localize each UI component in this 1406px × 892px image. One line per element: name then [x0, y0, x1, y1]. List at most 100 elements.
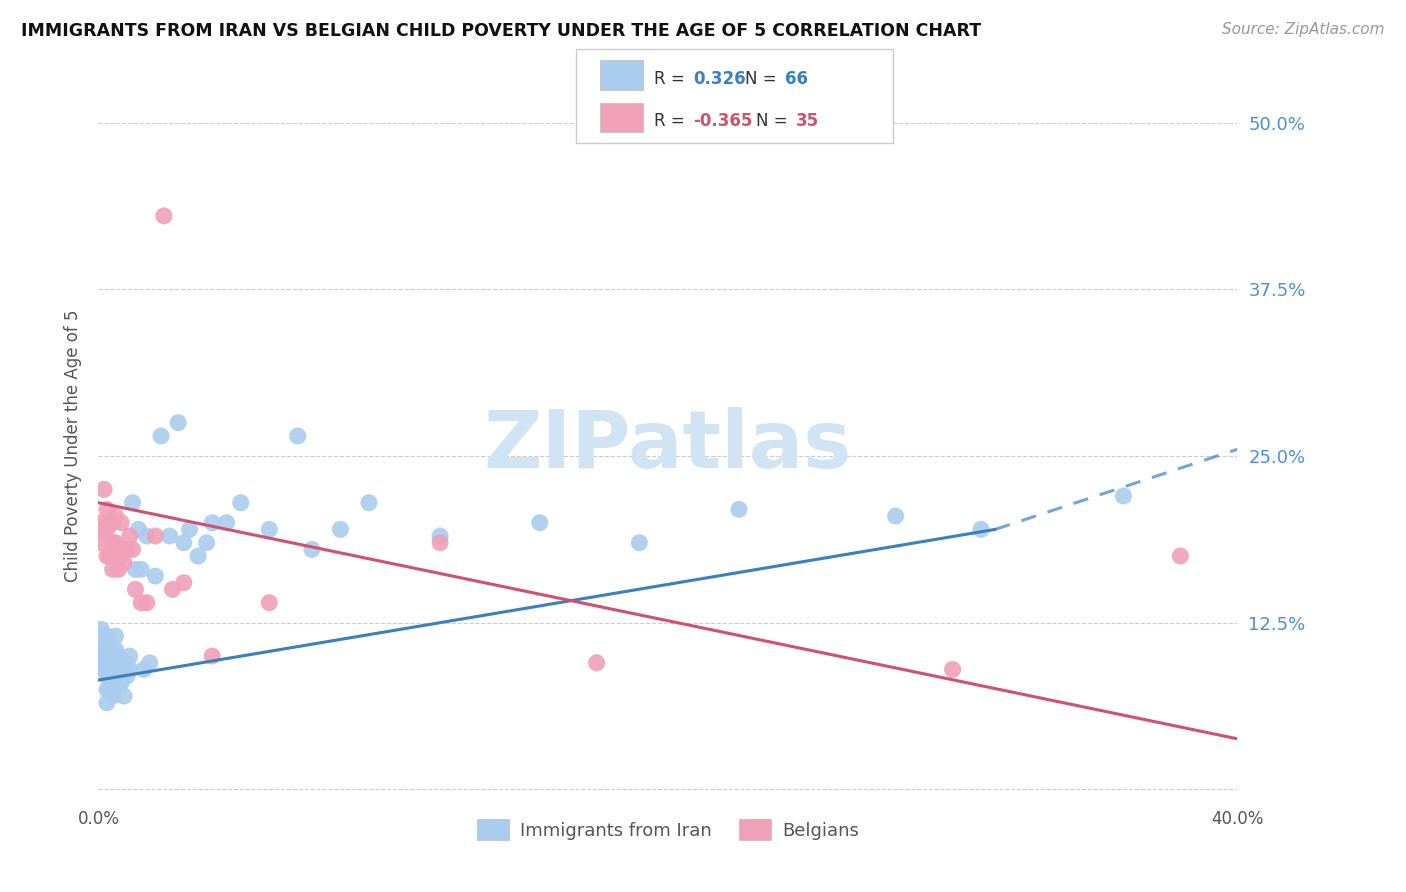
Point: [98, 669, 121, 683]
Point: [287, 429, 309, 443]
Point: [145, 529, 167, 543]
Point: [112, 556, 135, 570]
Point: [1112, 489, 1135, 503]
Point: [101, 689, 124, 703]
Point: [110, 549, 132, 563]
Point: [150, 429, 173, 443]
Point: [429, 535, 451, 549]
Point: [96, 549, 118, 563]
Point: [1170, 549, 1192, 563]
Point: [107, 562, 129, 576]
Point: [121, 542, 143, 557]
Point: [884, 509, 907, 524]
Point: [118, 662, 141, 676]
Point: [101, 662, 124, 676]
Point: [90, 516, 112, 530]
Point: [201, 649, 224, 664]
Point: [107, 649, 129, 664]
Point: [101, 642, 124, 657]
Point: [96, 656, 118, 670]
Text: N =: N =: [756, 112, 793, 130]
Point: [118, 529, 141, 543]
Point: [104, 535, 127, 549]
Y-axis label: Child Poverty Under the Age of 5: Child Poverty Under the Age of 5: [65, 310, 83, 582]
Point: [728, 502, 751, 516]
Point: [129, 596, 152, 610]
Point: [187, 549, 209, 563]
Text: -0.365: -0.365: [693, 112, 752, 130]
Point: [93, 522, 115, 536]
Point: [98, 549, 121, 563]
Point: [101, 535, 124, 549]
Point: [173, 535, 195, 549]
Point: [529, 516, 551, 530]
Point: [104, 675, 127, 690]
Point: [129, 562, 152, 576]
Point: [90, 535, 112, 549]
Point: [153, 209, 176, 223]
Point: [96, 642, 118, 657]
Point: [112, 656, 135, 670]
Point: [970, 522, 993, 536]
Point: [135, 529, 157, 543]
Point: [115, 656, 138, 670]
Point: [167, 416, 190, 430]
Text: IMMIGRANTS FROM IRAN VS BELGIAN CHILD POVERTY UNDER THE AGE OF 5 CORRELATION CHA: IMMIGRANTS FROM IRAN VS BELGIAN CHILD PO…: [21, 22, 981, 40]
Text: N =: N =: [745, 70, 782, 88]
Point: [159, 529, 181, 543]
Point: [93, 649, 115, 664]
Point: [259, 522, 281, 536]
Point: [90, 656, 112, 670]
Point: [329, 522, 352, 536]
Point: [301, 542, 323, 557]
Point: [201, 516, 224, 530]
Point: [195, 535, 218, 549]
Text: R =: R =: [654, 70, 690, 88]
Legend: Immigrants from Iran, Belgians: Immigrants from Iran, Belgians: [470, 812, 866, 847]
Point: [98, 682, 121, 697]
Point: [138, 656, 160, 670]
Point: [90, 623, 112, 637]
Text: 66: 66: [785, 70, 807, 88]
Text: 0.326: 0.326: [693, 70, 745, 88]
Text: Source: ZipAtlas.com: Source: ZipAtlas.com: [1222, 22, 1385, 37]
Point: [215, 516, 238, 530]
Point: [628, 535, 651, 549]
Point: [229, 496, 252, 510]
Point: [121, 496, 143, 510]
Text: R =: R =: [654, 112, 690, 130]
Point: [115, 542, 138, 557]
Point: [145, 569, 167, 583]
Point: [93, 642, 115, 657]
Point: [110, 516, 132, 530]
Point: [179, 522, 201, 536]
Point: [259, 596, 281, 610]
Point: [90, 642, 112, 657]
Point: [162, 582, 184, 597]
Point: [93, 662, 115, 676]
Point: [124, 562, 146, 576]
Text: ZIPatlas: ZIPatlas: [484, 407, 852, 485]
Point: [104, 629, 127, 643]
Point: [101, 562, 124, 576]
Point: [96, 502, 118, 516]
Point: [118, 649, 141, 664]
Point: [112, 689, 135, 703]
Text: 35: 35: [796, 112, 818, 130]
Point: [110, 675, 132, 690]
Point: [101, 675, 124, 690]
Point: [357, 496, 380, 510]
Point: [98, 516, 121, 530]
Point: [96, 629, 118, 643]
Point: [104, 662, 127, 676]
Point: [104, 509, 127, 524]
Point: [101, 516, 124, 530]
Point: [173, 575, 195, 590]
Point: [110, 656, 132, 670]
Point: [107, 542, 129, 557]
Point: [132, 662, 155, 676]
Point: [585, 656, 607, 670]
Point: [429, 529, 451, 543]
Point: [98, 656, 121, 670]
Point: [96, 522, 118, 536]
